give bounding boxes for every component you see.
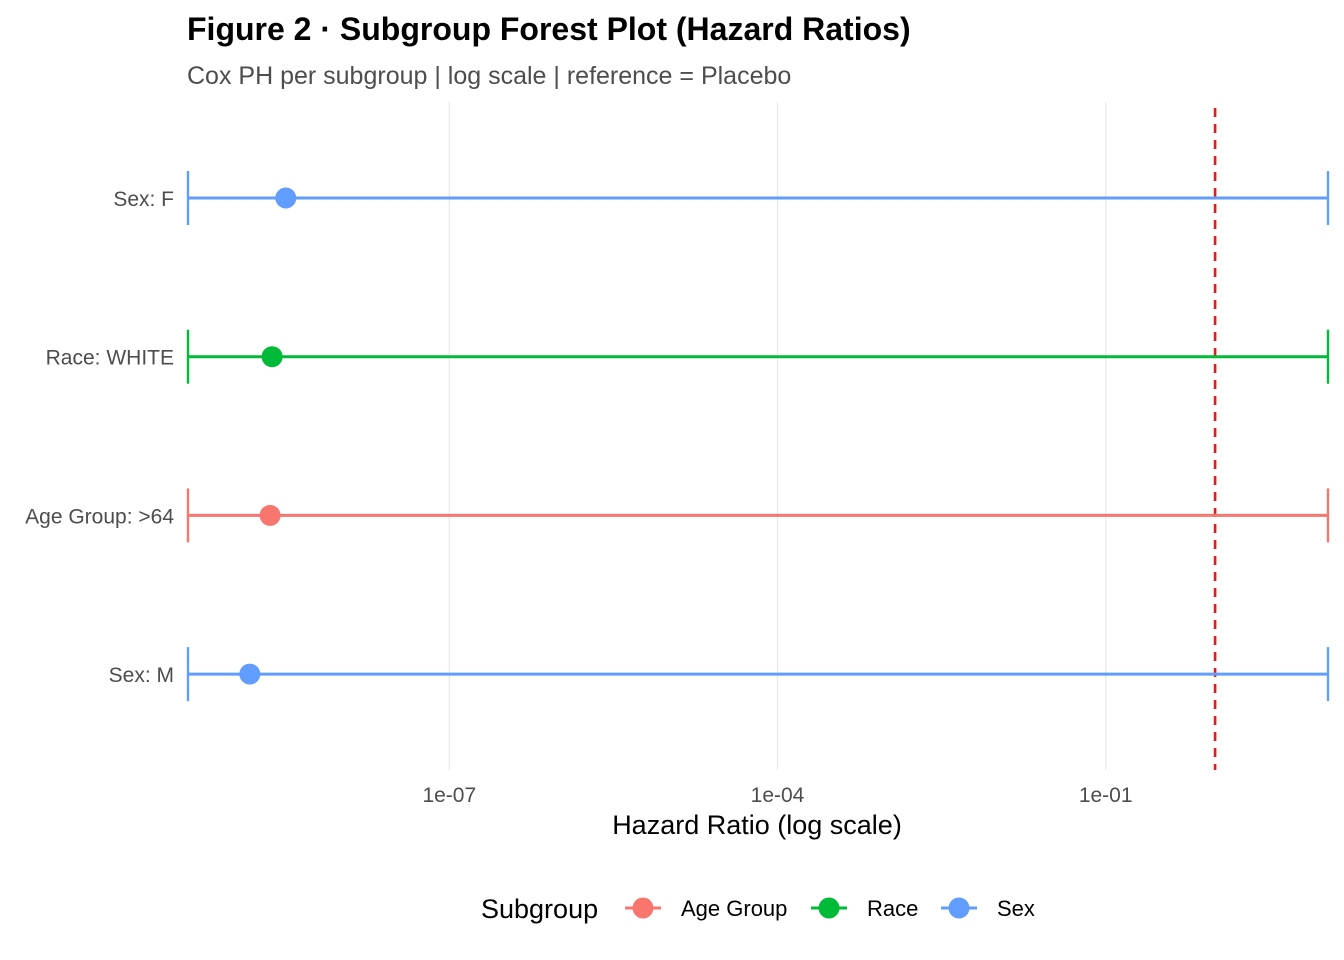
y-tick-label: Sex: F	[113, 188, 174, 211]
legend: Subgroup Age Group Race Sex	[481, 894, 1035, 924]
hr-point	[275, 187, 297, 209]
y-tick-label: Age Group: >64	[25, 505, 174, 528]
x-tick-label: 1e-04	[751, 784, 805, 807]
x-axis-label: Hazard Ratio (log scale)	[612, 810, 902, 840]
forest-rows	[186, 171, 1330, 702]
y-tick-labels: Sex: F Race: WHITE Age Group: >64 Sex: M	[25, 188, 174, 687]
legend-title: Subgroup	[481, 894, 598, 924]
legend-key-point	[632, 897, 654, 919]
legend-key-point	[948, 897, 970, 919]
legend-label: Sex	[997, 896, 1035, 921]
hr-point	[261, 346, 283, 368]
hr-point	[239, 663, 261, 685]
grid-lines	[448, 102, 1107, 770]
hr-point	[259, 504, 281, 526]
x-tick-labels: 1e-07 1e-04 1e-01	[422, 784, 1132, 807]
x-tick-label: 1e-07	[422, 784, 476, 807]
legend-key-point	[818, 897, 840, 919]
legend-label: Race	[867, 896, 918, 921]
x-tick-label: 1e-01	[1079, 784, 1133, 807]
legend-label: Age Group	[681, 896, 787, 921]
y-tick-label: Race: WHITE	[46, 347, 174, 370]
chart-subtitle: Cox PH per subgroup | log scale | refere…	[187, 62, 791, 90]
y-tick-label: Sex: M	[109, 664, 174, 687]
chart-title: Figure 2 · Subgroup Forest Plot (Hazard …	[187, 11, 911, 47]
